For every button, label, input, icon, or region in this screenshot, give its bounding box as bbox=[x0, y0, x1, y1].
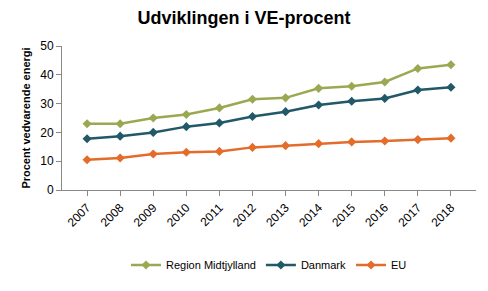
svg-text:0: 0 bbox=[47, 183, 54, 197]
svg-text:10: 10 bbox=[40, 154, 54, 168]
svg-text:2018: 2018 bbox=[429, 201, 458, 230]
svg-text:Procent vedvarende energi: Procent vedvarende energi bbox=[20, 47, 32, 188]
svg-text:50: 50 bbox=[40, 39, 54, 53]
svg-text:40: 40 bbox=[40, 68, 54, 82]
svg-text:2011: 2011 bbox=[198, 201, 226, 229]
svg-text:2013: 2013 bbox=[263, 201, 292, 230]
svg-text:Danmark: Danmark bbox=[301, 259, 346, 271]
svg-text:2015: 2015 bbox=[329, 201, 358, 230]
svg-text:Udviklingen i VE-procent: Udviklingen i VE-procent bbox=[137, 8, 350, 28]
svg-text:EU: EU bbox=[391, 259, 406, 271]
svg-text:Region Midtjylland: Region Midtjylland bbox=[166, 259, 256, 271]
svg-text:2010: 2010 bbox=[164, 201, 193, 230]
svg-text:2014: 2014 bbox=[296, 201, 325, 230]
svg-text:2009: 2009 bbox=[131, 201, 160, 230]
svg-text:2017: 2017 bbox=[395, 201, 424, 230]
svg-text:2008: 2008 bbox=[98, 201, 127, 230]
svg-text:30: 30 bbox=[40, 97, 54, 111]
svg-text:2016: 2016 bbox=[362, 201, 391, 230]
svg-text:2012: 2012 bbox=[230, 201, 259, 230]
svg-text:20: 20 bbox=[40, 126, 54, 140]
svg-text:2007: 2007 bbox=[65, 201, 94, 230]
